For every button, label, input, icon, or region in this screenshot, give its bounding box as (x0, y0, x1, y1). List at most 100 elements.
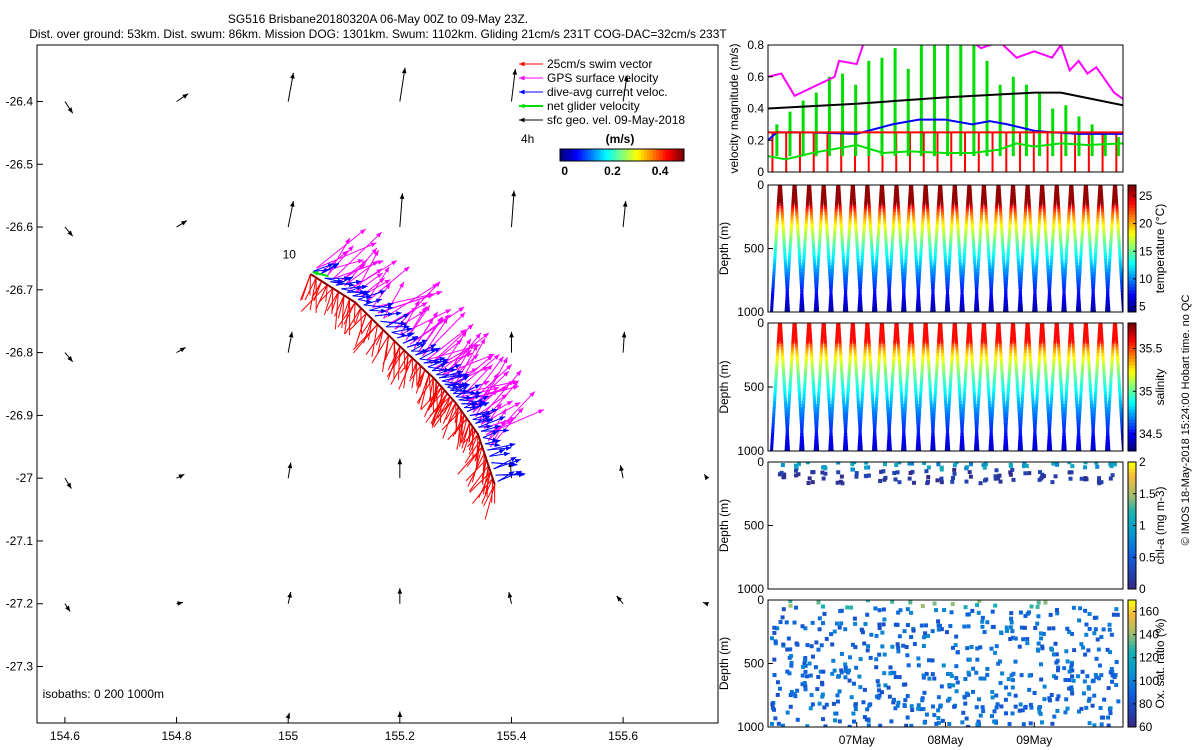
profile-mark (855, 385, 859, 389)
profile-mark (981, 327, 985, 332)
profile-mark (888, 445, 892, 450)
profile-mark (1114, 186, 1118, 191)
profile-mark (979, 365, 983, 370)
chl-colorbar-cell (1128, 566, 1136, 571)
profile-mark (1001, 385, 1005, 389)
profile-mark (1120, 290, 1123, 295)
profile-mark (1061, 442, 1065, 447)
profile-mark (1028, 214, 1032, 219)
gps-vector-head (442, 317, 448, 324)
profile-mark (1119, 404, 1123, 409)
dac-vector-head (411, 336, 418, 341)
profile-mark (1082, 346, 1086, 351)
profile-mark (1121, 445, 1123, 450)
sal-ytick-label: 1000 (737, 444, 764, 458)
profile-mark (984, 346, 988, 351)
profile-mark (1041, 186, 1045, 191)
swim-vector (353, 302, 356, 324)
map-ytick-label: -26.9 (6, 408, 34, 422)
profile-mark (830, 407, 834, 412)
profile-mark (1059, 246, 1063, 251)
profile-mark (963, 243, 967, 248)
profile-mark (994, 217, 998, 222)
profile-mark (1029, 221, 1033, 226)
profile-mark (1110, 227, 1114, 232)
profile-mark (1061, 445, 1065, 450)
velocity-ytick-label: 0.8 (747, 38, 764, 52)
profile-mark (1061, 303, 1065, 308)
chla-mark (1008, 472, 1013, 477)
profile-mark (957, 378, 961, 383)
profile-mark (998, 192, 1002, 197)
profile-mark (1109, 385, 1112, 389)
chla-mark (807, 476, 812, 481)
dac-vector-head (344, 276, 350, 281)
profile-mark (1015, 240, 1019, 245)
profile-mark (1085, 324, 1089, 329)
profile-mark (845, 413, 849, 418)
profile-mark (1102, 365, 1106, 370)
profile-mark (808, 324, 812, 329)
legend-swatch-head (519, 75, 525, 81)
profile-mark (817, 243, 821, 248)
profile-mark (957, 249, 961, 254)
profile-mark (1079, 391, 1083, 396)
profile-mark (1057, 205, 1061, 210)
profile-mark (787, 265, 791, 270)
profile-mark (978, 375, 982, 380)
profile-mark (1108, 394, 1112, 399)
profile-mark (829, 436, 833, 441)
profile-mark (877, 359, 881, 364)
profile-mark (1093, 259, 1097, 264)
profile-mark (995, 330, 999, 335)
profile-mark (1005, 442, 1009, 447)
profile-mark (1083, 192, 1087, 197)
profile-mark (1044, 236, 1048, 241)
profile-mark (901, 306, 905, 311)
profile-mark (949, 240, 953, 245)
profile-mark (875, 388, 879, 393)
gps-vector-head (498, 356, 504, 363)
profile-mark (961, 442, 965, 447)
profile-mark (1104, 268, 1108, 273)
profile-mark (1112, 337, 1115, 341)
profile-mark (838, 195, 842, 200)
profile-mark (838, 208, 842, 213)
profile-mark (837, 327, 841, 332)
dac-vector-head (508, 471, 515, 477)
profile-mark (1034, 445, 1038, 450)
profile-mark (1082, 211, 1086, 216)
profile-mark (848, 356, 852, 361)
profile-mark (1054, 192, 1058, 197)
profile-mark (1037, 221, 1041, 226)
profile-mark (1106, 423, 1110, 428)
profile-mark (1012, 185, 1016, 187)
chla-mark (892, 470, 897, 475)
profile-mark (969, 343, 973, 348)
profile-mark (943, 394, 947, 399)
profile-mark (895, 327, 899, 332)
profile-mark (813, 407, 817, 412)
profile-mark (1119, 268, 1123, 273)
profile-mark (1076, 303, 1080, 308)
chla-mark (835, 480, 840, 485)
profile-mark (1083, 333, 1087, 338)
gps-vector (316, 228, 366, 269)
profile-mark (1075, 262, 1079, 267)
profile-mark (845, 268, 849, 273)
profile-mark (1054, 327, 1058, 332)
profile-mark (772, 275, 776, 280)
profile-mark (837, 323, 841, 325)
profile-mark (913, 240, 917, 245)
velocity-ytick-label: 0 (757, 165, 764, 179)
profile-mark (849, 343, 853, 348)
profile-mark (996, 189, 1000, 194)
profile-mark (1121, 306, 1123, 311)
profile-mark (1059, 378, 1063, 383)
profile-mark (1120, 417, 1123, 421)
profile-mark (947, 271, 951, 276)
profile-mark (931, 294, 935, 299)
profile-mark (1089, 391, 1093, 396)
profile-mark (1107, 417, 1110, 421)
profile-mark (1075, 397, 1079, 402)
